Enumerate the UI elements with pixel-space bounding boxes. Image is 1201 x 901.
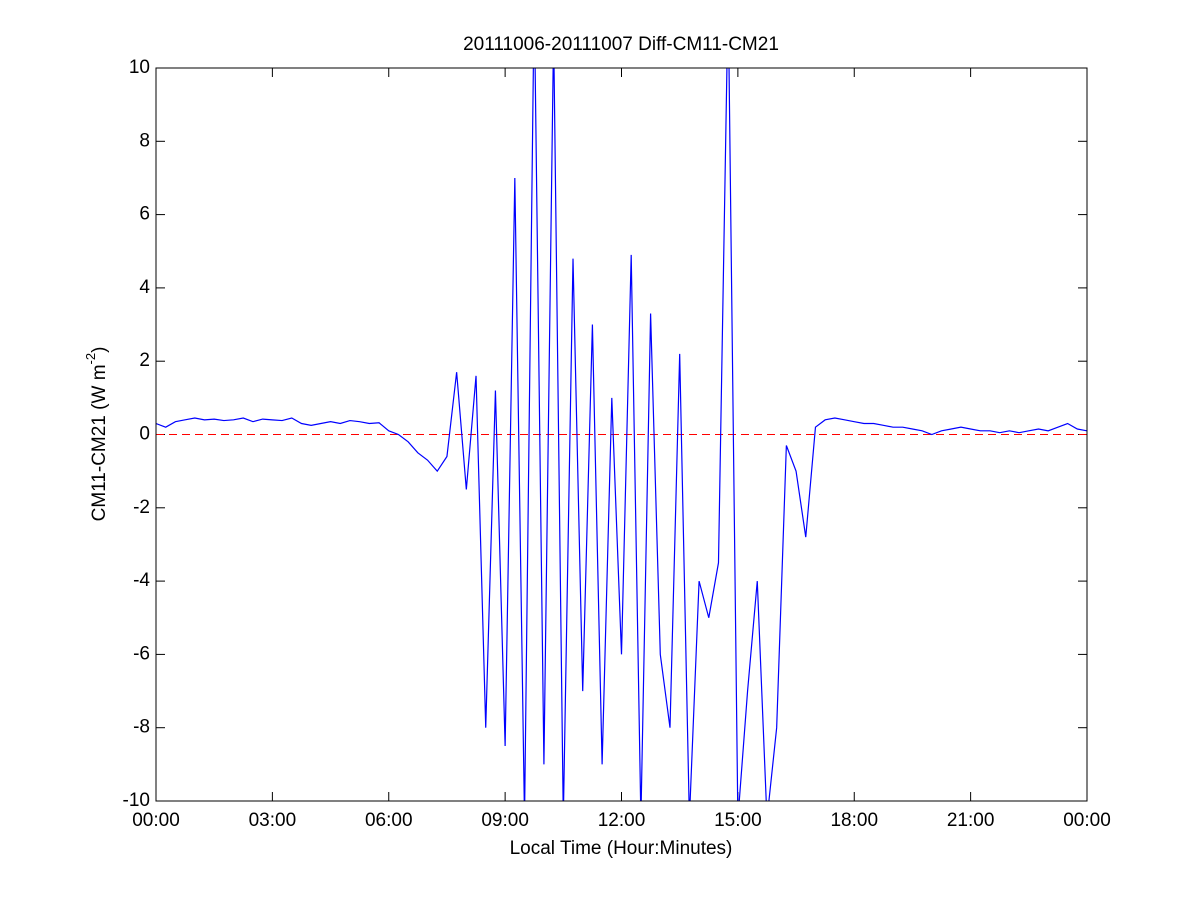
y-tick-label: -4 xyxy=(133,570,150,591)
y-tick-label: -2 xyxy=(133,497,150,518)
plot-area xyxy=(156,68,1087,801)
y-tick-label: -6 xyxy=(133,643,150,664)
y-tick-label: 4 xyxy=(139,277,150,298)
y-axis-label: CM11-CM21 (W m-2) xyxy=(83,347,110,522)
x-tick-label: 21:00 xyxy=(947,810,995,831)
y-tick-label: 8 xyxy=(139,130,150,151)
x-tick-label: 15:00 xyxy=(714,810,762,831)
x-tick-label: 12:00 xyxy=(598,810,646,831)
x-tick-label: 09:00 xyxy=(481,810,529,831)
x-tick-label: 00:00 xyxy=(1063,810,1111,831)
x-tick-label: 03:00 xyxy=(249,810,297,831)
x-tick-label: 00:00 xyxy=(132,810,180,831)
y-tick-label: 10 xyxy=(129,57,150,78)
x-axis-label: Local Time (Hour:Minutes) xyxy=(510,838,733,859)
y-tick-label: 0 xyxy=(139,424,150,445)
y-tick-label: -10 xyxy=(123,790,150,811)
y-tick-label: -8 xyxy=(133,717,150,738)
y-axis-label-text: CM11-CM21 (W m xyxy=(89,364,110,521)
y-tick-label: 6 xyxy=(139,204,150,225)
y-axis-label-suffix: ) xyxy=(89,347,110,353)
data-line xyxy=(156,68,1087,801)
x-tick-label: 06:00 xyxy=(365,810,413,831)
y-tick-label: 2 xyxy=(139,350,150,371)
x-tick-label: 18:00 xyxy=(830,810,878,831)
chart-title: 20111006-20111007 Diff-CM11-CM21 xyxy=(463,34,779,55)
plot-frame xyxy=(155,67,1088,802)
y-axis-label-sup: -2 xyxy=(83,353,98,365)
